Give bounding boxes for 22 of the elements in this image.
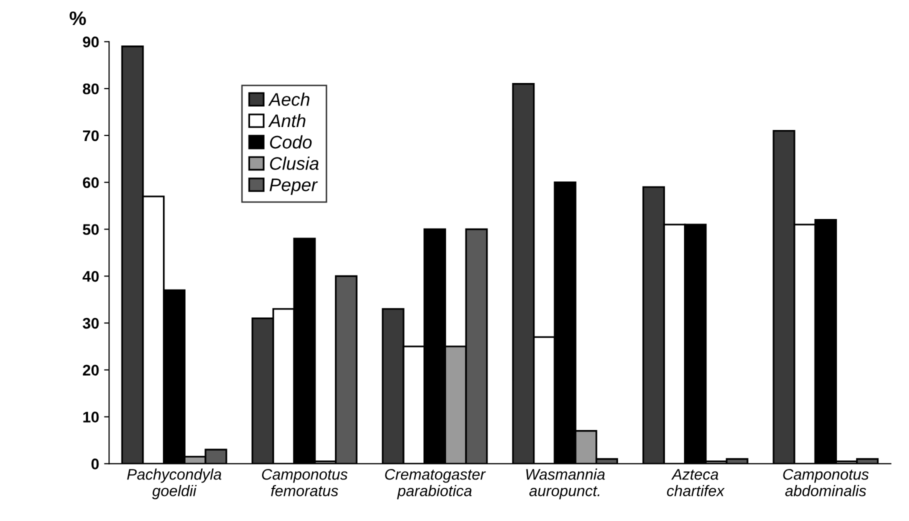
- y-tick-label: 40: [82, 271, 99, 282]
- x-tick-label: Azteca chartifex: [667, 469, 725, 496]
- y-tick-label: 10: [83, 412, 99, 422]
- y-tick-label: 90: [82, 36, 99, 48]
- y-tick-label: 60: [82, 177, 99, 188]
- legend-label: Aech: [268, 92, 310, 106]
- legend-label: Anth: [268, 114, 306, 128]
- legend-label: Peper: [270, 178, 318, 195]
- y-tick-label: 80: [82, 83, 99, 94]
- y-tick-label: 0: [91, 458, 99, 470]
- x-tick-label: Camponotus femoratus: [262, 468, 348, 496]
- y-axis-title: %: [70, 11, 86, 26]
- legend-label: Codo: [270, 135, 312, 149]
- x-tick-label: Pachycondyla goeldii: [127, 468, 222, 500]
- y-tick-label: 20: [82, 364, 99, 376]
- x-tick-label: Crematogaster parabiotica: [385, 468, 486, 500]
- y-tick-label: 70: [83, 130, 99, 142]
- x-tick-label: Wasmannia auropunct.: [526, 468, 605, 500]
- y-tick-label: 30: [82, 318, 99, 329]
- y-tick-label: 50: [82, 224, 99, 235]
- legend-label: Clusia: [270, 156, 319, 170]
- x-tick-label: Camponotus abdominalis: [783, 468, 869, 496]
